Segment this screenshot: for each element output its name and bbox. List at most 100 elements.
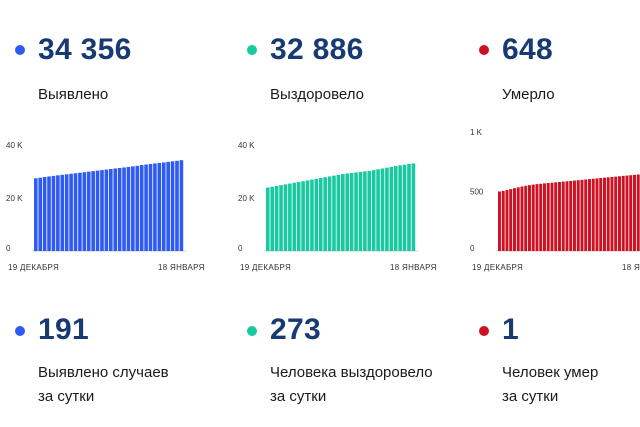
chart-bar: [122, 167, 126, 251]
chart-bar: [131, 166, 135, 251]
chart-bar: [327, 176, 332, 251]
chart-bar: [95, 170, 100, 251]
chart-bar: [509, 189, 513, 251]
recovered-daily-dot-icon: [247, 326, 257, 336]
chart-bar: [170, 161, 175, 251]
y-tick-label: 20 K: [6, 194, 23, 203]
confirmed-daily-dot-icon: [15, 326, 25, 336]
chart-bar: [407, 164, 411, 251]
chart-bar: [595, 178, 599, 251]
chart-bar: [345, 173, 350, 251]
chart-bar: [47, 176, 51, 251]
recovered-total: 32 886: [270, 33, 364, 66]
x-end-label: 18 ЯНВАРЯ: [622, 263, 640, 272]
chart-bar: [34, 178, 38, 251]
chart-bar: [398, 165, 402, 251]
chart-bar: [336, 174, 341, 251]
confirmed-chart: 40 K 20 K 0 19 ДЕКАБРЯ 18 ЯНВАРЯ: [6, 141, 205, 272]
chart-bar: [513, 188, 516, 251]
chart-bar: [501, 190, 505, 251]
chart-bar: [385, 167, 389, 251]
chart-bar: [614, 176, 618, 252]
chart-bar: [318, 178, 323, 251]
chart-bar: [599, 178, 603, 251]
chart-bar: [591, 178, 595, 251]
chart-bar: [78, 172, 82, 251]
chart-bar: [354, 172, 358, 251]
chart-bar: [60, 174, 65, 251]
chart-bar: [341, 174, 345, 251]
chart-bar: [69, 173, 73, 251]
x-start-label: 19 ДЕКАБРЯ: [8, 263, 59, 272]
y-tick-label: 20 K: [238, 194, 255, 203]
confirmed-column: 34 356 Выявлено 40 K 20 K 0 19 ДЕКАБРЯ 18 ЯН…: [0, 0, 232, 427]
x-end-label: 18 ЯНВАРЯ: [158, 263, 205, 272]
y-tick-label: 0: [6, 244, 11, 253]
chart-bar: [56, 175, 60, 251]
chart-bar: [376, 169, 380, 251]
deaths-total: 648: [502, 33, 553, 66]
chart-bar: [535, 184, 539, 251]
chart-bar: [314, 178, 319, 251]
chart-bar: [358, 171, 363, 251]
chart-bar: [588, 179, 591, 251]
chart-bar: [618, 176, 621, 251]
recovered-label: Выздоровело: [270, 86, 365, 103]
y-tick-label: 0: [470, 244, 475, 253]
chart-bar: [288, 183, 292, 251]
confirmed-label: Выявлено: [38, 86, 109, 103]
x-start-label: 19 ДЕКАБРЯ: [240, 263, 291, 272]
chart-bar: [546, 183, 550, 251]
chart-bar: [38, 177, 43, 251]
chart-bar: [603, 177, 606, 251]
chart-bar: [349, 172, 354, 251]
chart-bar: [393, 166, 398, 251]
chart-bar: [148, 164, 153, 251]
chart-bar: [301, 181, 305, 251]
chart-bar: [371, 170, 376, 251]
deaths-daily-label-line2: за сутки: [502, 388, 559, 405]
chart-bar: [113, 168, 118, 251]
chart-bar: [126, 166, 131, 251]
chart-bar: [144, 164, 148, 251]
chart-bar: [554, 182, 558, 251]
confirmed-total: 34 356: [38, 33, 132, 66]
chart-bar: [135, 165, 140, 251]
x-end-label: 18 ЯНВАРЯ: [390, 263, 437, 272]
y-tick-label: 40 K: [238, 141, 255, 150]
recovered-dot-icon: [247, 45, 257, 55]
chart-bar: [73, 173, 78, 251]
deaths-dot-icon: [479, 45, 489, 55]
chart-bar: [524, 185, 528, 251]
chart-bar: [332, 175, 336, 251]
deaths-daily-dot-icon: [479, 326, 489, 336]
chart-bar: [505, 190, 509, 251]
chart-bar: [153, 163, 157, 251]
chart-bar: [520, 186, 524, 251]
recovered-daily-label-line2: за сутки: [270, 388, 327, 405]
chart-bar: [100, 170, 104, 251]
chart-bar: [323, 177, 327, 251]
deaths-daily: 1: [502, 313, 519, 346]
chart-bar: [528, 185, 531, 251]
chart-bar: [279, 185, 283, 251]
chart-bar: [274, 185, 279, 251]
confirmed-daily-label-line1: Выявлено случаев: [38, 364, 169, 381]
confirmed-dot-icon: [15, 45, 25, 55]
chart-bar: [629, 175, 633, 251]
chart-bar: [539, 183, 543, 251]
chart-bar: [380, 168, 385, 251]
deaths-label: Умерло: [502, 86, 555, 103]
y-tick-label: 1 K: [470, 128, 483, 137]
chart-bar: [161, 162, 166, 251]
chart-bar: [91, 171, 95, 251]
chart-bar: [636, 174, 640, 251]
chart-bar: [270, 186, 275, 251]
recovered-chart: 40 K 20 K 0 19 ДЕКАБРЯ 18 ЯНВАРЯ: [238, 141, 437, 272]
chart-bar: [558, 181, 561, 251]
chart-bar: [531, 184, 535, 251]
deaths-chart: 1 K 500 0 19 ДЕКАБРЯ 18 ЯНВАРЯ: [470, 128, 640, 272]
recovered-daily: 273: [270, 313, 321, 346]
chart-bar: [104, 169, 109, 251]
chart-bar: [580, 179, 584, 251]
